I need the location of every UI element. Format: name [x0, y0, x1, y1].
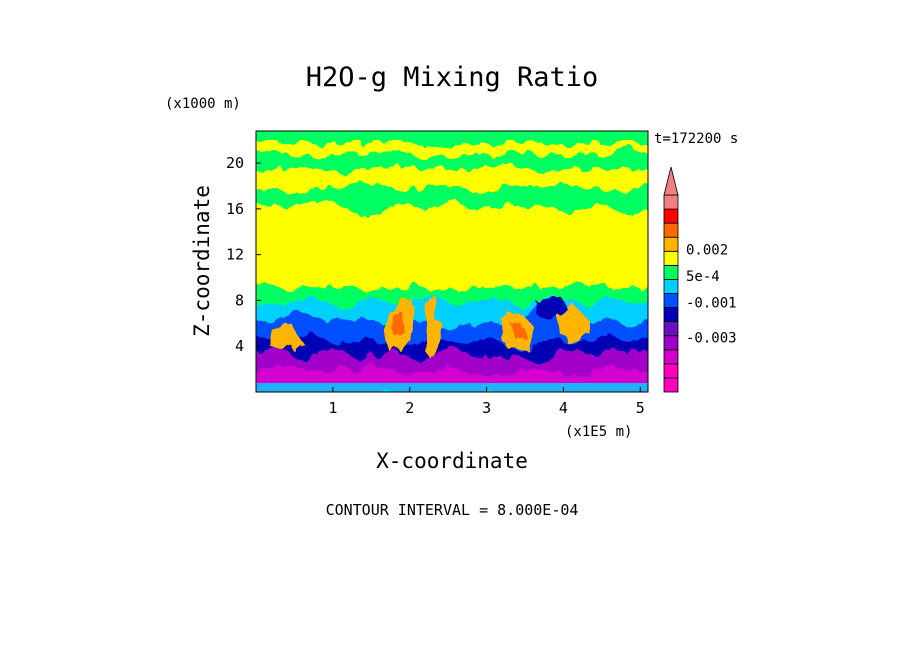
plume-6 — [395, 312, 404, 338]
colorbar-swatch — [663, 307, 679, 323]
field-top-strip — [256, 140, 648, 157]
plume-1 — [270, 322, 300, 352]
colorbar-swatch — [663, 293, 679, 308]
colorbar-swatch — [663, 194, 679, 210]
plume-3 — [424, 296, 440, 360]
chart-title: H2O-g Mixing Ratio — [306, 62, 599, 93]
colorbar-swatch — [663, 349, 679, 365]
colorbar-label: 5e-4 — [686, 269, 720, 285]
x-tick-label: 4 — [559, 399, 568, 417]
x-tick-label: 5 — [636, 399, 645, 417]
colorbar-swatch — [663, 208, 679, 224]
colorbar-swatch — [663, 222, 679, 238]
dry-pocket — [535, 296, 570, 322]
x-units-label: (x1E5 m) — [565, 424, 632, 440]
colorbar-extend-arrow — [663, 166, 679, 196]
colorbar-label: -0.001 — [686, 295, 737, 311]
field-upper-strip — [256, 165, 648, 192]
y-tick-label: 12 — [226, 246, 244, 264]
plume-7 — [512, 322, 524, 338]
y-axis-label: Z-coordinate — [190, 185, 214, 337]
colorbar-swatch — [663, 236, 679, 252]
colorbar-swatch — [663, 377, 679, 393]
x-axis: 1 2 3 4 5 — [328, 387, 645, 417]
colorbar — [663, 166, 679, 393]
x-tick-label: 1 — [328, 399, 337, 417]
x-axis-label: X-coordinate — [376, 449, 528, 473]
time-label: t=172200 s — [654, 131, 738, 147]
y-tick-label: 16 — [226, 200, 244, 218]
x-tick-label: 2 — [405, 399, 414, 417]
colorbar-labels: 0.002 5e-4 -0.001 -0.003 — [686, 243, 737, 347]
colorbar-swatch — [663, 264, 679, 280]
plume-5 — [560, 306, 590, 344]
plot-area — [256, 131, 648, 392]
colorbar-swatch — [663, 250, 679, 266]
colorbar-label: 0.002 — [686, 243, 728, 259]
y-units-label: (x1000 m) — [165, 96, 241, 112]
colorbar-swatch — [663, 363, 679, 379]
y-axis: 4 8 12 16 20 — [226, 154, 261, 355]
field-bottom-strip — [256, 383, 648, 392]
contour-interval-note: CONTOUR INTERVAL = 8.000E-04 — [326, 501, 579, 519]
colorbar-label: -0.003 — [686, 330, 737, 346]
y-tick-label: 4 — [235, 337, 244, 355]
y-tick-label: 20 — [226, 154, 244, 172]
colorbar-swatch — [663, 321, 679, 337]
colorbar-swatch — [663, 335, 679, 351]
colorbar-swatch — [663, 279, 679, 294]
y-tick-label: 8 — [235, 291, 244, 309]
field-upper-yellow — [256, 200, 648, 300]
plot-frame — [255, 130, 649, 393]
x-tick-label: 3 — [482, 399, 491, 417]
plume-group — [270, 296, 590, 360]
